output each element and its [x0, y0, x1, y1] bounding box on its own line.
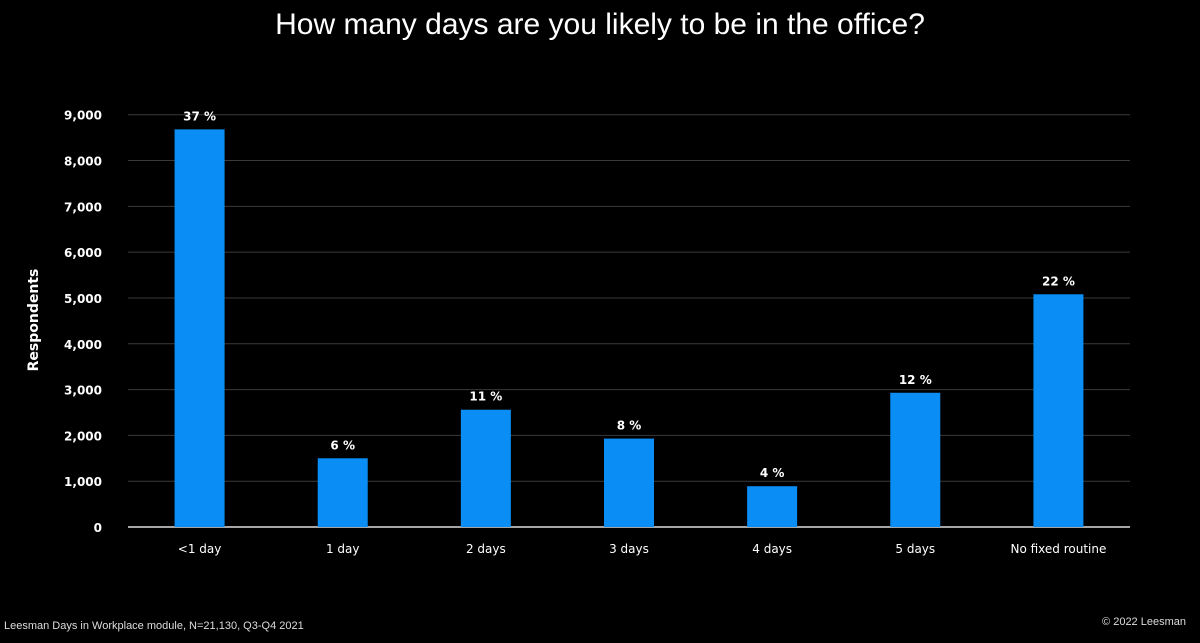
y-tick-label: 0	[94, 521, 102, 535]
bar	[747, 486, 798, 527]
y-tick-label: 4,000	[64, 338, 102, 352]
y-tick-label: 2,000	[64, 429, 102, 443]
y-axis-label: Respondents	[26, 269, 42, 372]
x-tick-label: 2 days	[466, 542, 506, 556]
data-label: 11 %	[469, 390, 502, 404]
data-label: 22 %	[1042, 274, 1075, 288]
bar	[460, 409, 511, 527]
data-label: 4 %	[760, 466, 785, 480]
x-tick-label: <1 day	[178, 542, 222, 556]
bar	[174, 129, 225, 527]
x-tick-label: 1 day	[326, 542, 360, 556]
chart-title: How many days are you likely to be in th…	[275, 8, 925, 41]
copyright: © 2022 Leesman	[1102, 616, 1186, 628]
bar	[317, 458, 368, 527]
x-tick-label: No fixed routine	[1010, 542, 1106, 556]
y-tick-label: 9,000	[64, 109, 102, 123]
bar	[1033, 294, 1084, 527]
y-tick-label: 5,000	[64, 292, 102, 306]
bar	[890, 392, 941, 527]
y-tick-label: 1,000	[64, 475, 102, 489]
data-label: 12 %	[899, 373, 932, 387]
y-tick-label: 3,000	[64, 384, 102, 398]
y-tick-label: 8,000	[64, 155, 102, 169]
source-note: Leesman Days in Workplace module, N=21,1…	[4, 620, 304, 632]
data-label: 6 %	[330, 438, 355, 452]
data-label: 37 %	[183, 109, 216, 123]
bar	[604, 438, 654, 527]
data-label: 8 %	[617, 419, 642, 433]
x-tick-label: 4 days	[752, 542, 792, 556]
x-tick-label: 5 days	[895, 542, 935, 556]
y-tick-label: 6,000	[64, 246, 102, 260]
x-tick-label: 3 days	[609, 542, 649, 556]
y-tick-label: 7,000	[64, 200, 102, 214]
